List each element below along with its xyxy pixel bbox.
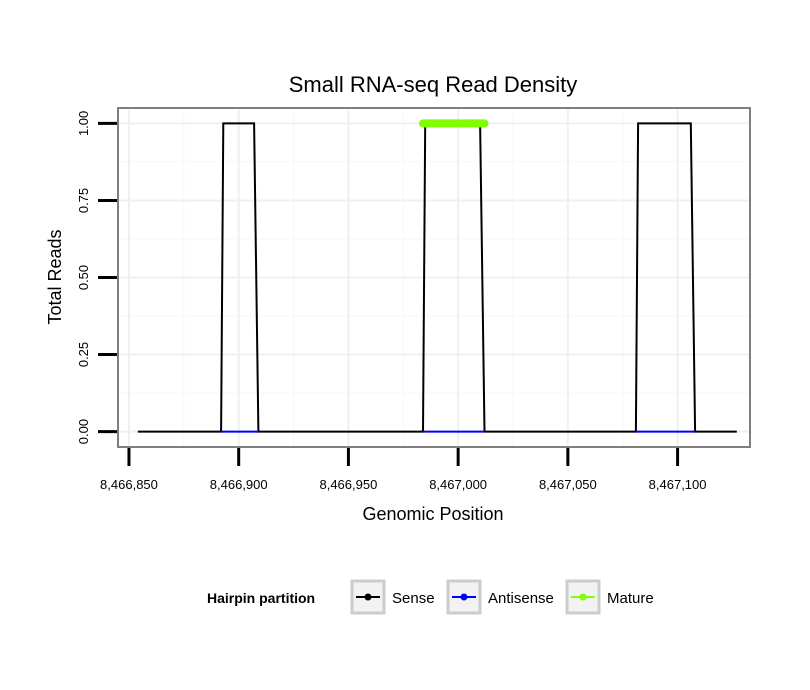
y-tick-label: 0.00 xyxy=(76,419,91,444)
legend: Hairpin partition Sense Antisense Mature xyxy=(207,579,654,615)
plot-area xyxy=(117,107,751,448)
legend-key-sense xyxy=(350,579,386,615)
plot-border xyxy=(117,107,751,448)
x-tick-label: 8,466,950 xyxy=(319,477,377,492)
x-tick-label: 8,467,050 xyxy=(539,477,597,492)
x-tick-label: 8,467,100 xyxy=(649,477,707,492)
legend-label-sense: Sense xyxy=(392,590,435,607)
legend-label-mature: Mature xyxy=(607,590,654,607)
x-tick-label: 8,467,000 xyxy=(429,477,487,492)
y-axis: 0.00 0.25 0.50 0.75 1.00 xyxy=(76,111,117,444)
y-axis-title: Total Reads xyxy=(45,229,65,324)
legend-key-antisense xyxy=(446,579,482,615)
y-tick-label: 0.25 xyxy=(76,342,91,367)
x-axis-title: Genomic Position xyxy=(362,504,503,524)
legend-key-mature xyxy=(565,579,601,615)
chart-title: Small RNA-seq Read Density xyxy=(289,72,578,97)
series-layer xyxy=(137,119,737,433)
x-tick-label: 8,466,900 xyxy=(210,477,268,492)
x-tick-label: 8,466,850 xyxy=(100,477,158,492)
legend-title: Hairpin partition xyxy=(207,590,315,606)
y-tick-label: 0.50 xyxy=(76,265,91,290)
y-tick-label: 1.00 xyxy=(76,111,91,136)
x-axis: 8,466,850 8,466,900 8,466,950 8,467,000 8,46… xyxy=(100,448,707,492)
y-tick-label: 0.75 xyxy=(76,188,91,213)
legend-label-antisense: Antisense xyxy=(488,590,554,607)
